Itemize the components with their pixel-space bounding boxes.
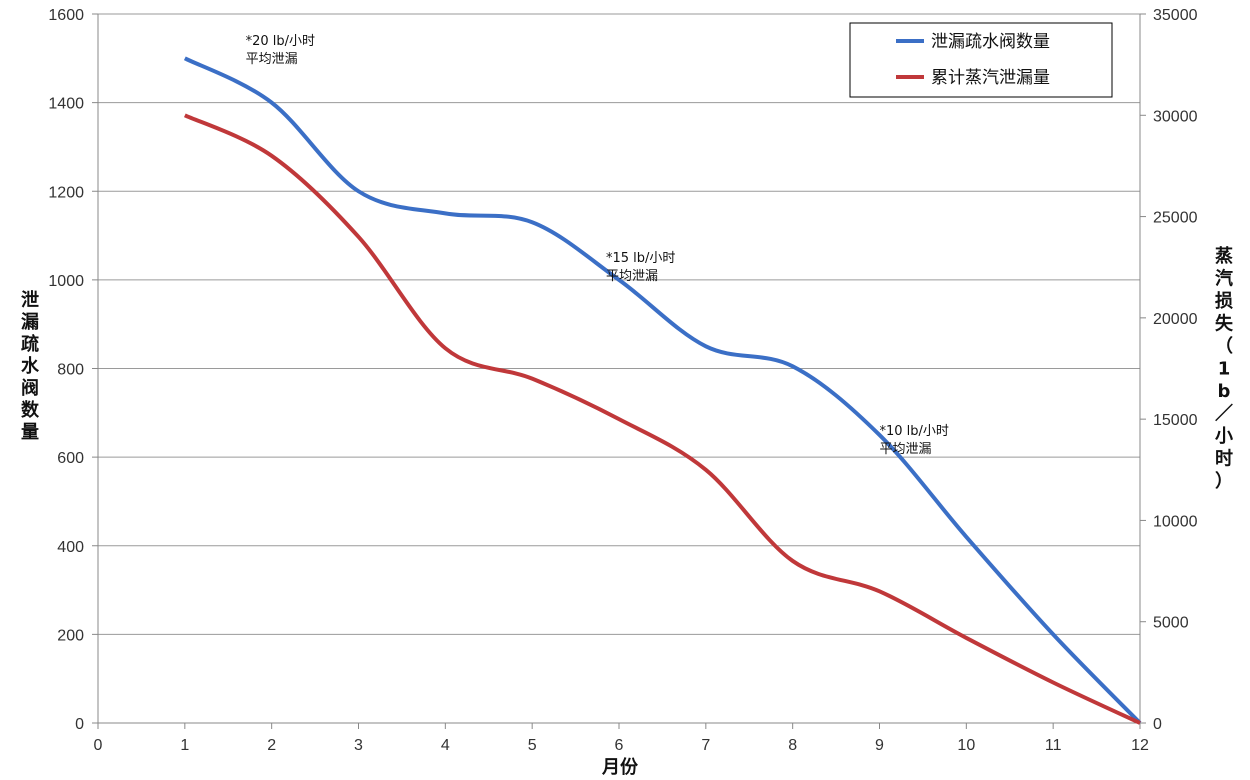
y-right-tick-label: 0 [1153, 716, 1162, 733]
y-right-title-char: 时 [1215, 449, 1233, 470]
y-right-ticks: 0 5000 10000 15000 20000 25000 30000 35000 [1140, 7, 1198, 733]
y-right-title-char: 小 [1215, 426, 1233, 447]
x-tick-label: 4 [441, 737, 450, 754]
y-right-tick-label: 25000 [1153, 210, 1198, 227]
y-left-tick-label: 1000 [48, 273, 84, 290]
annotation-label: 平均泄漏 [606, 268, 658, 284]
y-left-axis-title: 泄漏疏水阀数量 [21, 289, 40, 443]
y-right-title-char: ） [1215, 471, 1233, 492]
annotation-label: *20 lb/小时 [246, 34, 315, 49]
y-right-tick-label: 30000 [1153, 108, 1198, 125]
x-tick-label: 1 [180, 737, 189, 754]
legend-box [849, 22, 1113, 98]
y-left-title-char: 疏 [21, 333, 39, 355]
y-right-title-char: b [1218, 381, 1231, 402]
y-left-tick-label: 600 [57, 450, 84, 467]
y-right-title-char: 汽 [1215, 268, 1233, 290]
y-right-tick-label: 10000 [1153, 513, 1198, 530]
x-tick-label: 5 [528, 737, 537, 754]
y-right-title-char: 失 [1215, 313, 1234, 335]
x-tick-label: 9 [875, 737, 884, 754]
annotation-label: *10 lb/小时 [880, 424, 949, 439]
y-left-tick-label: 800 [57, 362, 84, 379]
y-left-tick-label: 1200 [48, 184, 84, 201]
annotation-label: 平均泄漏 [246, 51, 298, 67]
x-tick-label: 0 [94, 737, 103, 754]
y-left-tick-label: 1400 [48, 96, 84, 113]
series-line-2 [183, 113, 1141, 725]
annotation-label: 平均泄漏 [880, 441, 932, 457]
annotation-label: *15 lb/小时 [606, 251, 675, 266]
x-tick-label: 7 [701, 737, 710, 754]
x-tick-label: 2 [267, 737, 276, 754]
y-right-title-char: 损 [1215, 290, 1233, 312]
y-right-title-char: （ [1215, 336, 1233, 357]
x-tick-label: 3 [354, 737, 363, 754]
y-left-title-char: 数 [21, 399, 40, 421]
y-left-tick-label: 400 [57, 539, 84, 556]
x-tick-label: 10 [957, 737, 975, 754]
legend-label-series-2: 累计蒸汽泄漏量 [931, 68, 1050, 88]
y-right-title-char: ／ [1215, 404, 1233, 425]
y-left-tick-label: 1600 [48, 7, 84, 24]
grid-lines [98, 13, 1140, 635]
y-left-tick-label: 200 [57, 627, 84, 644]
y-right-title-char: 1 [1218, 359, 1231, 380]
x-tick-label: 11 [1045, 737, 1062, 754]
x-axis-title: 月份 [601, 756, 639, 778]
x-ticks: 0 1 2 3 4 5 6 7 8 9 10 11 12 [94, 723, 1149, 754]
series-line-1 [183, 56, 1142, 725]
y-left-title-char: 阀 [21, 377, 39, 399]
y-left-title-char: 水 [21, 355, 40, 377]
y-left-title-char: 泄 [21, 289, 39, 311]
y-left-title-char: 漏 [21, 312, 39, 333]
y-right-tick-label: 5000 [1153, 615, 1189, 632]
y-left-ticks: 0 200 400 600 800 1000 1200 1400 1600 [48, 7, 98, 733]
x-tick-label: 12 [1131, 737, 1149, 754]
y-left-title-char: 量 [21, 421, 39, 443]
y-left-tick-label: 0 [75, 716, 84, 733]
legend-label-series-1: 泄漏疏水阀数量 [931, 32, 1050, 52]
y-right-tick-label: 20000 [1153, 311, 1198, 328]
x-tick-label: 6 [615, 737, 624, 754]
y-right-tick-label: 35000 [1153, 7, 1198, 24]
legend: 泄漏疏水阀数量 累计蒸汽泄漏量 [849, 22, 1113, 98]
y-right-tick-label: 15000 [1153, 412, 1198, 429]
series-lines [183, 56, 1142, 725]
x-tick-label: 8 [788, 737, 797, 754]
y-right-title-char: 蒸 [1215, 246, 1233, 267]
